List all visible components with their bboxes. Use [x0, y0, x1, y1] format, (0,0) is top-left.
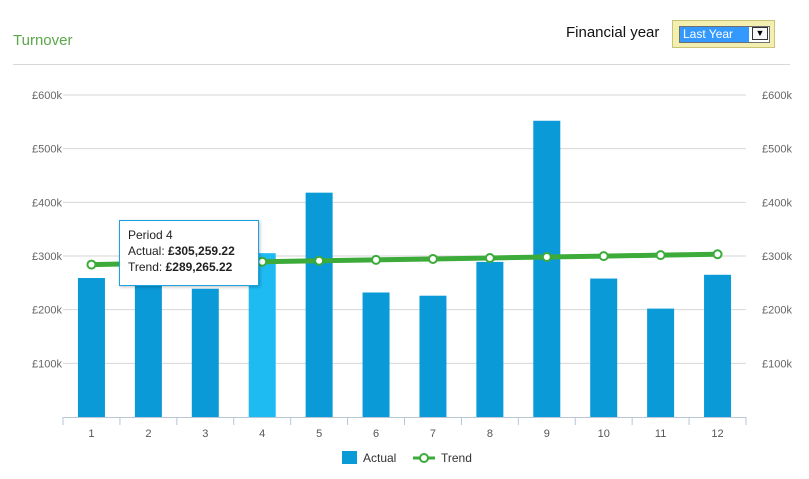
trend-point — [655, 250, 666, 261]
trend-point — [484, 252, 495, 263]
tooltip-trend-label: Trend: — [128, 260, 163, 274]
x-tick-label: 9 — [544, 428, 550, 440]
legend-actual-swatch — [342, 451, 357, 464]
x-tick-label: 5 — [316, 428, 322, 440]
x-tick-label: 7 — [430, 428, 436, 440]
trend-point — [427, 253, 438, 264]
y-tick-label-right: £200k — [762, 305, 792, 317]
y-tick-label-right: £500k — [762, 144, 792, 156]
tooltip-trend-value: £289,265.22 — [165, 260, 233, 274]
trend-point — [257, 256, 268, 267]
tooltip-actual-label: Actual: — [128, 244, 165, 258]
y-tick-label-right: £100k — [762, 358, 792, 370]
y-tick-label-right: £300k — [762, 251, 792, 263]
financial-year-dropdown[interactable]: Last Year ▼ — [679, 26, 770, 43]
bar-actual — [590, 278, 618, 417]
bar-actual — [191, 288, 219, 417]
trend-point — [86, 259, 97, 270]
y-tick-label: £300k — [32, 251, 62, 263]
financial-year-select[interactable]: Last Year ▼ — [672, 20, 775, 48]
bar-actual — [419, 295, 447, 417]
y-tick-label-right: £600k — [762, 90, 792, 102]
x-tick-label: 2 — [145, 428, 151, 440]
bar-actual — [305, 192, 333, 417]
bar-actual — [647, 308, 675, 417]
legend-actual-label: Actual — [363, 451, 396, 465]
bar-actual — [476, 261, 504, 417]
y-tick-label: £100k — [32, 358, 62, 370]
y-tick-label: £600k — [32, 90, 62, 102]
chart-title: Turnover — [13, 32, 73, 49]
y-tick-label: £500k — [32, 144, 62, 156]
trend-point — [371, 254, 382, 265]
x-tick-label: 12 — [711, 428, 723, 440]
x-tick-label: 3 — [202, 428, 208, 440]
legend-trend-label: Trend — [441, 451, 472, 465]
tooltip-period: Period 4 — [128, 228, 173, 242]
x-tick-label: 4 — [259, 428, 265, 440]
tooltip-actual: Actual: £305,259.22 — [128, 243, 258, 259]
bar-actual — [533, 120, 561, 417]
financial-year-selected-value[interactable]: Last Year — [680, 27, 749, 42]
y-tick-label: £200k — [32, 305, 62, 317]
chevron-down-icon[interactable]: ▼ — [752, 27, 768, 40]
trend-point — [314, 255, 325, 266]
y-tick-label: £400k — [32, 197, 62, 209]
x-tick-label: 6 — [373, 428, 379, 440]
bar-actual — [77, 278, 105, 417]
x-tick-label: 1 — [88, 428, 94, 440]
trend-point — [541, 252, 552, 263]
trend-point — [712, 249, 723, 260]
x-tick-label: 8 — [487, 428, 493, 440]
legend-trend-marker — [419, 453, 429, 463]
bar-actual — [704, 274, 732, 417]
financial-year-label: Financial year — [566, 24, 660, 41]
x-tick-label: 10 — [598, 428, 610, 440]
chart-tooltip: Period 4 Actual: £305,259.22 Trend: £289… — [119, 220, 259, 286]
bar-actual — [134, 276, 162, 417]
y-tick-label-right: £400k — [762, 197, 792, 209]
tooltip-trend: Trend: £289,265.22 — [128, 259, 258, 275]
header-divider — [13, 64, 790, 65]
trend-point — [598, 251, 609, 262]
tooltip-actual-value: £305,259.22 — [168, 244, 235, 258]
x-tick-label: 11 — [655, 428, 666, 440]
bar-actual — [362, 292, 390, 417]
